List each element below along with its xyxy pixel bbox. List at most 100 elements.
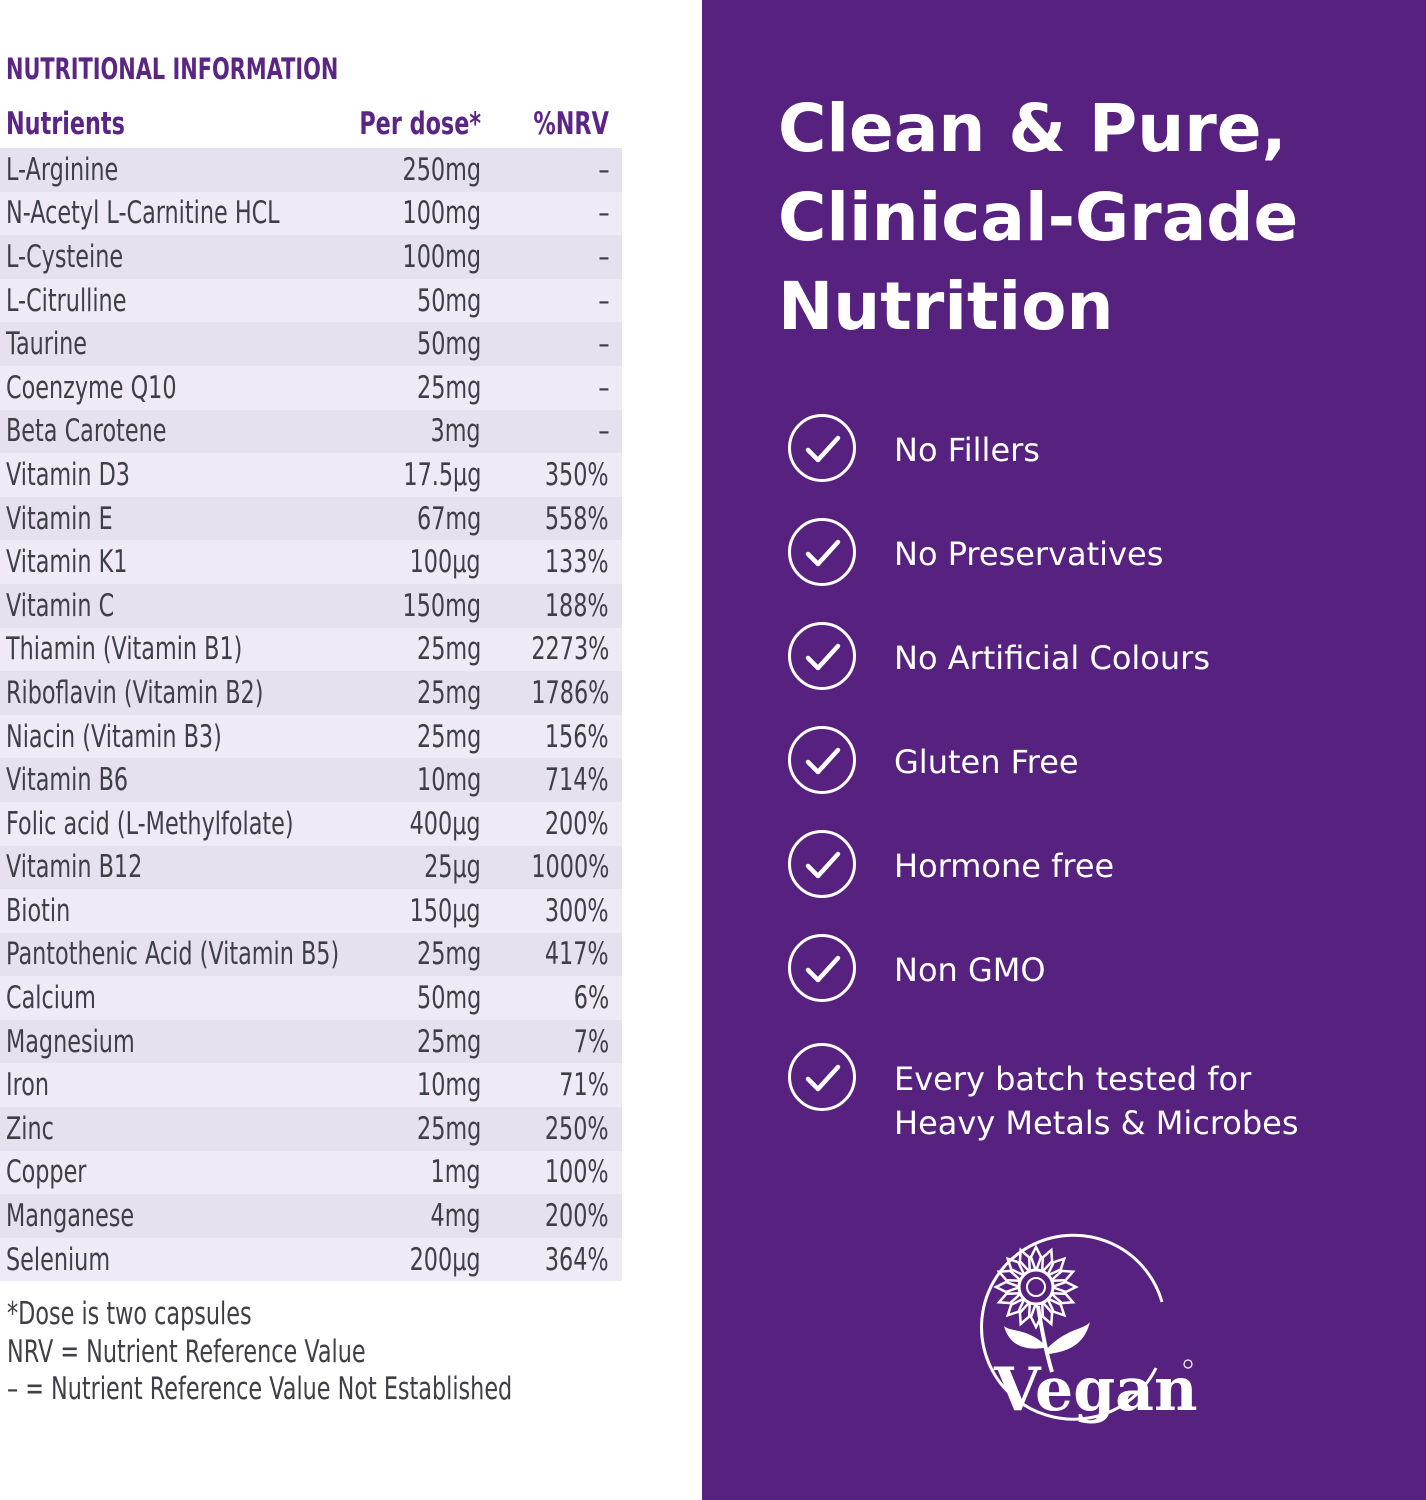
per-dose-value: 25mg [416,674,481,711]
table-row: Magnesium 25mg 7% [0,1019,622,1064]
feature-item: No Fillers [788,414,1408,484]
table-row: Zinc 25mg 250% [0,1107,622,1151]
table-row: Biotin 150µg 300% [0,889,622,933]
table-row: Riboflavin (Vitamin B2) 25mg 1786% [0,671,622,715]
nutrient-name: Magnesium [6,1023,135,1060]
nrv-value: 1000% [530,849,609,886]
check-circle-icon [788,830,856,898]
nrv-value: 188% [545,587,609,624]
table-row: Vitamin B12 25µg 1000% [0,845,622,890]
nrv-value: 200% [545,1198,609,1235]
feature-item: No Artificial Colours [788,622,1408,692]
nrv-value: 133% [545,544,609,581]
nrv-value: 350% [545,456,609,493]
nutrient-name: Niacin (Vitamin B3) [6,718,222,755]
nrv-value: 417% [545,936,609,973]
table-header: Nutrients Per dose* %NRV [0,100,622,148]
per-dose-value: 50mg [416,282,481,319]
nutrient-name: L-Arginine [6,151,119,188]
per-dose-value: 250mg [402,151,481,188]
per-dose-value: 25µg [424,849,481,886]
nrv-value: – [597,369,609,406]
per-dose-value: 50mg [416,326,481,363]
nutrient-name: Vitamin B12 [6,849,143,886]
nrv-value: – [597,413,609,450]
check-circle-icon [788,414,856,482]
table-row: Folic acid (L-Methylfolate) 400µg 200% [0,801,622,846]
nrv-value: 7% [573,1023,609,1060]
table-row: Pantothenic Acid (Vitamin B5) 25mg 417% [0,932,622,977]
check-circle-icon [788,934,856,1002]
table-row: Vitamin C 150mg 188% [0,583,622,628]
table-row: Copper 1mg 100% [0,1150,622,1195]
table-row: Calcium 50mg 6% [0,976,622,1020]
nutrient-name: Vitamin E [6,500,113,537]
vegan-logo-text: Vegan [993,1355,1198,1425]
nutrient-name: Pantothenic Acid (Vitamin B5) [6,936,340,973]
per-dose-value: 100µg [410,544,481,581]
feature-label: Hormone free [894,847,1115,885]
table-row: Vitamin E 67mg 558% [0,496,622,541]
header-nrv: %NRV [533,106,609,142]
table-row: Manganese 4mg 200% [0,1194,622,1238]
table-row: Iron 10mg 71% [0,1063,622,1108]
feature-item: Gluten Free [788,726,1408,796]
nutrient-name: Copper [6,1154,87,1191]
nutrition-table: Nutrients Per dose* %NRV L-Arginine 250mg… [0,100,622,1282]
nutrient-name: Calcium [6,980,96,1017]
nutrient-name: Selenium [6,1241,111,1278]
per-dose-value: 25mg [416,718,481,755]
per-dose-value: 3mg [430,413,481,450]
nutrient-name: Vitamin C [6,587,115,624]
per-dose-value: 4mg [430,1198,481,1235]
nutrient-name: Folic acid (L-Methylfolate) [6,805,294,842]
per-dose-value: 150mg [402,587,481,624]
per-dose-value: 25mg [416,1023,481,1060]
footnote-dash: – = Nutrient Reference Value Not Establi… [7,1371,513,1407]
nrv-value: 364% [545,1241,609,1278]
table-row: Niacin (Vitamin B3) 25mg 156% [0,714,622,759]
feature-item: No Preservatives [788,518,1408,588]
per-dose-value: 25mg [416,369,481,406]
feature-label: No Preservatives [894,535,1164,573]
per-dose-value: 25mg [416,631,481,668]
feature-label: Every batch tested for Heavy Metals & Mic… [894,1060,1299,1142]
feature-label: No Fillers [894,431,1040,469]
per-dose-value: 25mg [416,1110,481,1147]
table-row: Beta Carotene 3mg – [0,409,622,454]
per-dose-value: 100mg [402,238,481,275]
table-row: Vitamin D3 17.5µg 350% [0,453,622,497]
nutrient-name: Zinc [6,1110,54,1147]
per-dose-value: 100mg [402,195,481,232]
nrv-value: – [597,151,609,188]
nrv-value: 100% [545,1154,609,1191]
nutrient-name: Vitamin K1 [6,544,128,581]
nutrient-name: Vitamin D3 [6,456,130,493]
nrv-value: 300% [545,892,609,929]
nutrition-panel: NUTRITIONAL INFORMATION Nutrients Per do… [0,0,702,1500]
nutrient-name: Taurine [6,326,88,363]
nrv-value: 156% [545,718,609,755]
table-row: Vitamin K1 100µg 133% [0,540,622,584]
header-per-dose: Per dose* [359,106,481,142]
nutrient-name: L-Citrulline [6,282,127,319]
headline-line: Clean & Pure, [778,90,1287,167]
nrv-value: 714% [545,762,609,799]
per-dose-value: 10mg [416,1067,481,1104]
nutrient-name: Iron [6,1067,50,1104]
per-dose-value: 400µg [410,805,481,842]
per-dose-value: 25mg [416,936,481,973]
table-row: Selenium 200µg 364% [0,1237,622,1282]
headline-line: Nutrition [778,268,1114,345]
table-row: L-Citrulline 50mg – [0,278,622,323]
nrv-value: 71% [559,1067,609,1104]
footnotes: *Dose is two capsules NRV = Nutrient Ref… [7,1296,697,1409]
per-dose-value: 1mg [430,1154,481,1191]
vegan-sunflower-logo: Vegan [980,1233,1198,1425]
nutrient-name: Vitamin B6 [6,762,129,799]
check-circle-icon [788,726,856,794]
nrv-value: 250% [545,1110,609,1147]
nutrient-name: Beta Carotene [6,413,167,450]
nrv-value: 1786% [530,674,609,711]
feature-label: No Artificial Colours [894,639,1210,677]
